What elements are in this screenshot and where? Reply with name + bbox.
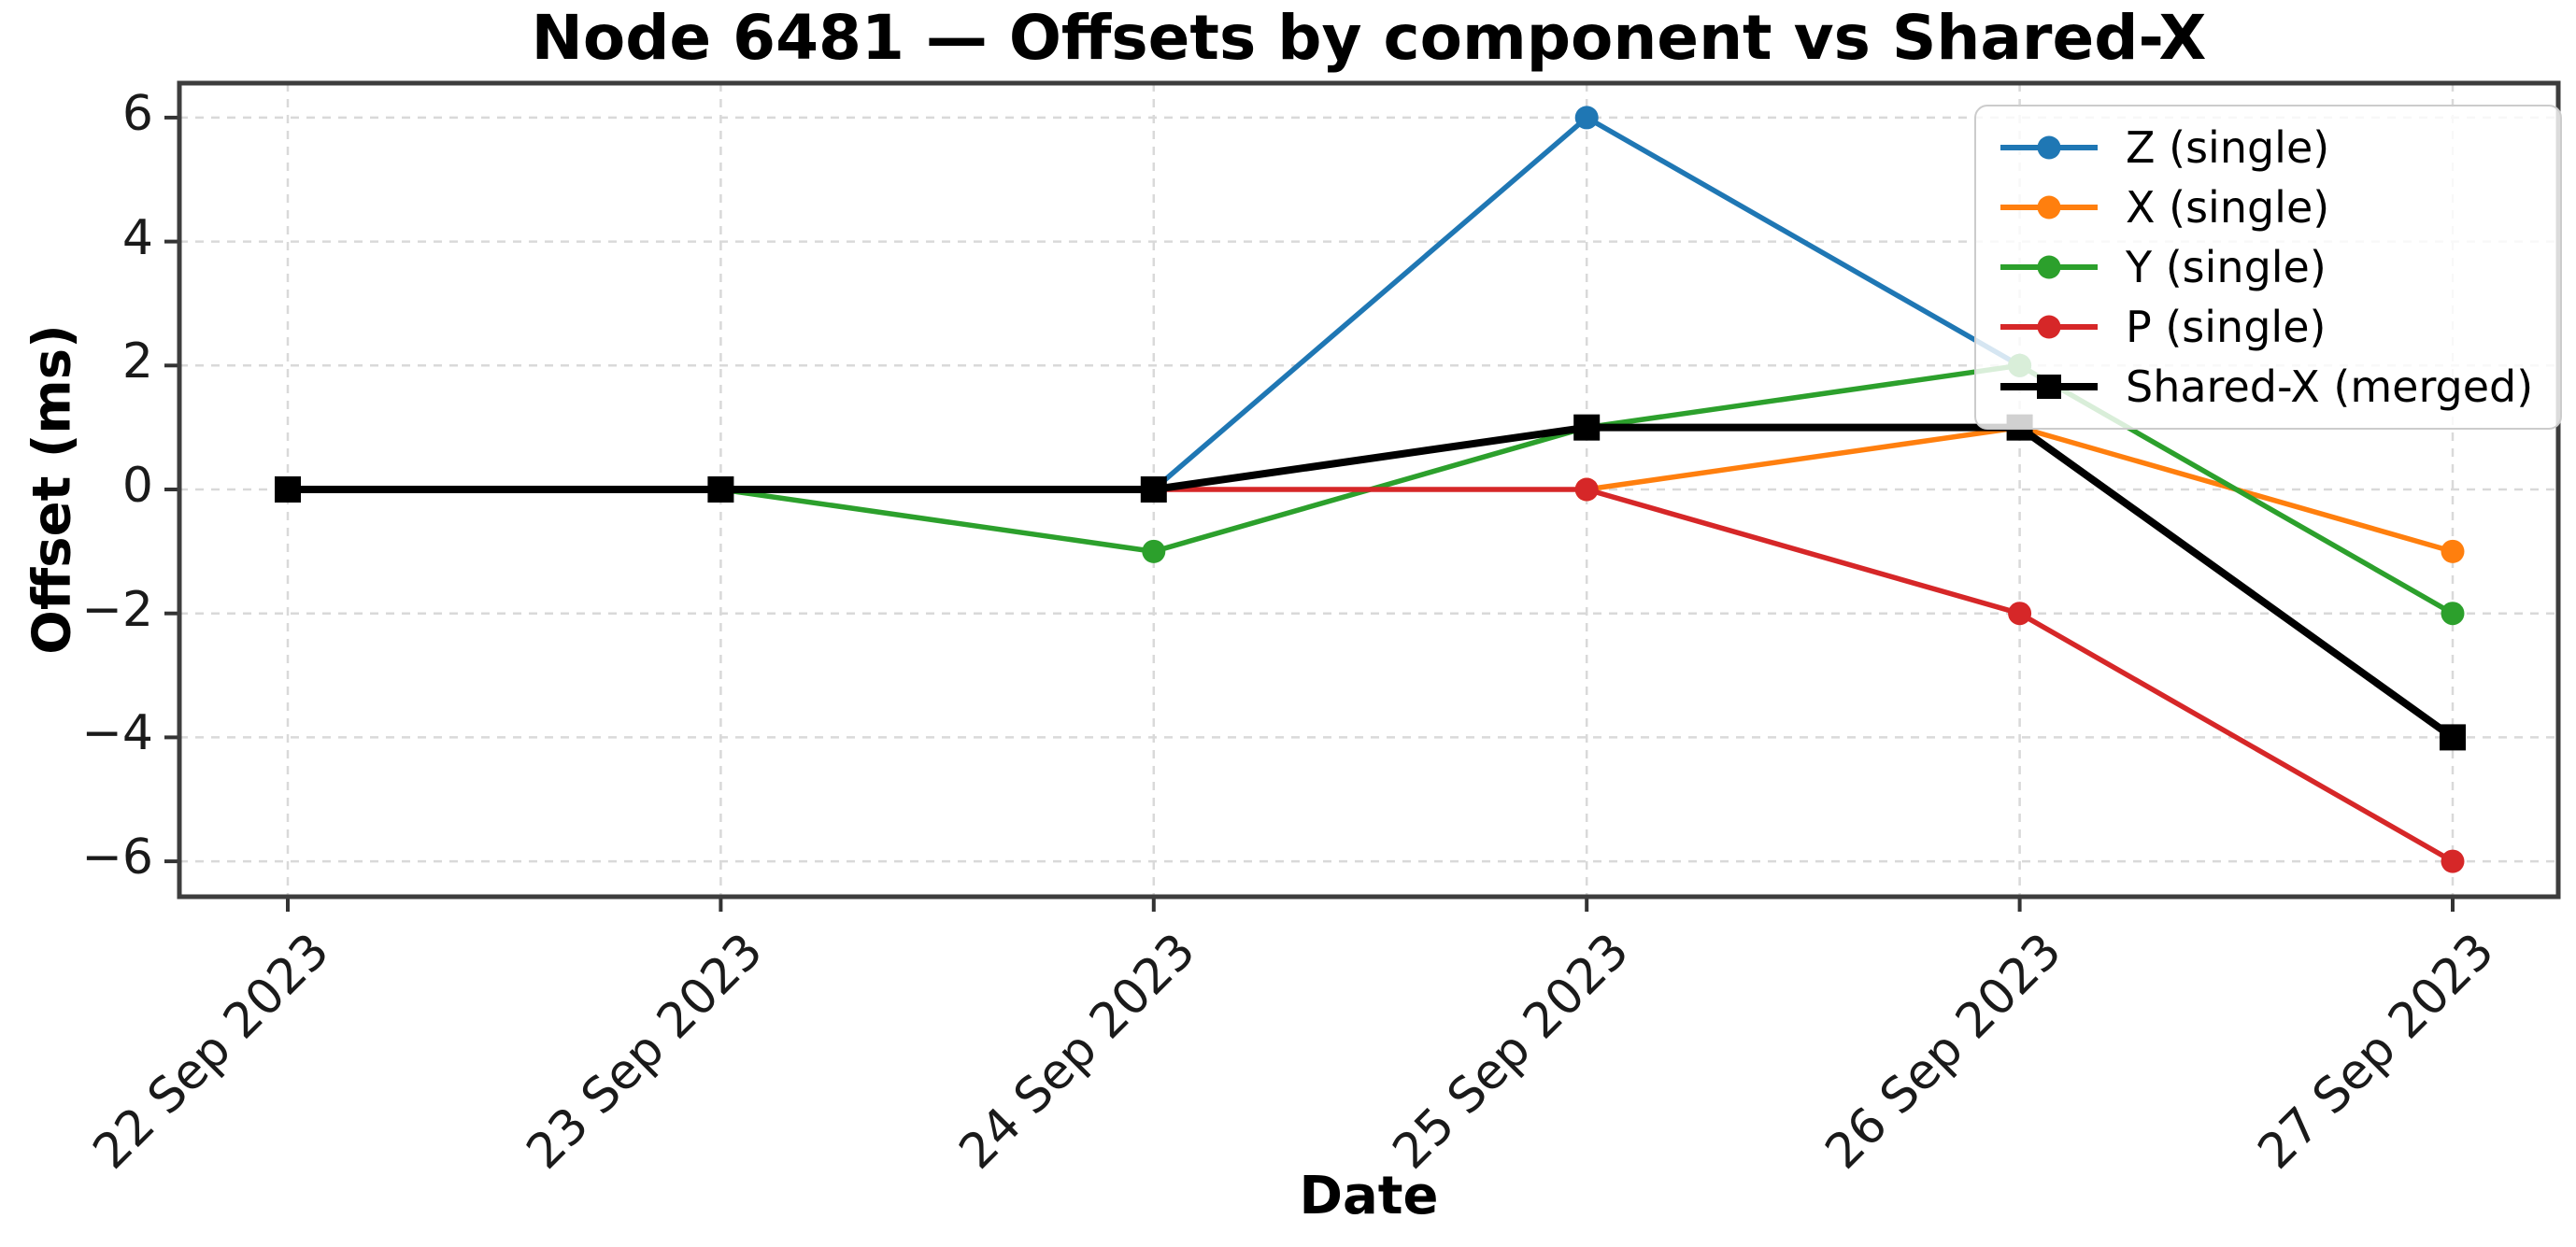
y-tick-label: −2 [81, 581, 153, 638]
y-tick-label: 0 [121, 458, 153, 514]
data-point-square [1140, 476, 1167, 503]
legend-circle-marker-icon [2000, 313, 2098, 341]
legend-label: Z (single) [2126, 122, 2330, 173]
data-point-circle [1574, 477, 1599, 502]
legend-label: Shared-X (merged) [2126, 361, 2534, 412]
legend-item: Shared-X (merged) [2000, 358, 2538, 416]
plot-border [177, 80, 2561, 900]
legend: Z (single) X (single) Y (single) P (single)… [1974, 105, 2562, 430]
y-axis-label: Offset (ms) [21, 324, 83, 655]
y-tick-label: 2 [121, 333, 153, 390]
legend-circle-marker-icon [2000, 253, 2098, 281]
legend-item: P (single) [2000, 298, 2538, 356]
legend-square-marker-icon [2000, 373, 2098, 401]
series-line [1153, 487, 2455, 864]
legend-label: Y (single) [2126, 242, 2327, 292]
data-point-square [2440, 724, 2466, 751]
series-line [288, 423, 2455, 741]
y-tick-label: −6 [81, 829, 153, 886]
data-point-circle [2008, 602, 2032, 626]
data-point-square [1573, 414, 1601, 441]
legend-item: Y (single) [2000, 238, 2538, 296]
data-point-circle [2441, 849, 2465, 873]
data-point-square [275, 476, 301, 503]
data-point-circle [1574, 106, 1599, 130]
x-axis-label: Date [1299, 1166, 1439, 1226]
data-point-square [707, 476, 734, 503]
legend-item: Z (single) [2000, 119, 2538, 177]
legend-item: X (single) [2000, 178, 2538, 236]
y-tick-label: −4 [81, 705, 153, 762]
chart-title: Node 6481 — Offsets by component vs Shar… [531, 2, 2207, 74]
legend-label: X (single) [2126, 182, 2330, 233]
y-tick-label: 4 [121, 209, 153, 266]
data-point-circle [2441, 602, 2465, 626]
data-point-circle [2441, 539, 2465, 563]
y-tick-label: 6 [121, 85, 153, 142]
data-point-circle [1142, 539, 1166, 563]
legend-circle-marker-icon [2000, 193, 2098, 221]
legend-circle-marker-icon [2000, 134, 2098, 162]
legend-label: P (single) [2126, 302, 2327, 352]
